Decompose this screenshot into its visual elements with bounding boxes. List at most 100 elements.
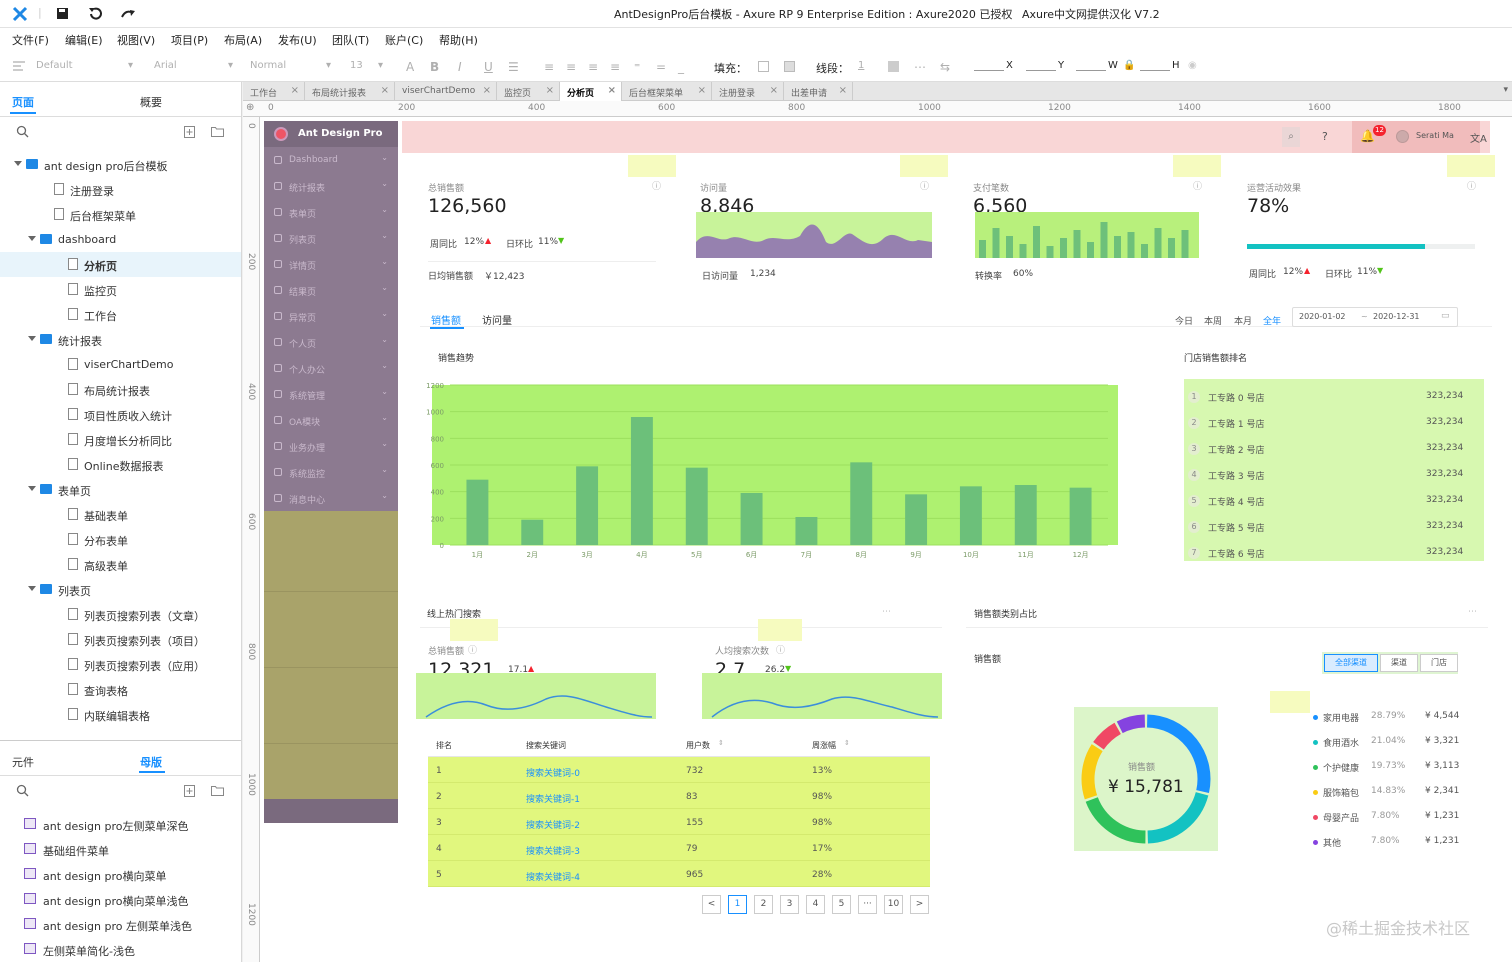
stroke-width-input[interactable]: 1 — [858, 60, 865, 71]
add-folder-icon[interactable] — [211, 126, 224, 137]
tab-outline[interactable]: 概要 — [140, 96, 162, 109]
tree-folder[interactable]: dashboard — [0, 227, 241, 252]
expand-caret-icon[interactable] — [28, 586, 36, 591]
fill-color-swatch[interactable] — [758, 61, 769, 72]
side-menu-item[interactable]: 表单页 ⌄ — [264, 199, 398, 225]
tree-page[interactable]: 列表页搜索列表（项目） — [0, 627, 241, 652]
tree-page[interactable]: 项目性质收入统计 — [0, 402, 241, 427]
side-menu-item[interactable]: Dashboard ⌄ — [264, 147, 398, 173]
valign-bottom-icon[interactable]: _ — [678, 60, 684, 74]
side-menu-item[interactable]: 系统管理 ⌄ — [264, 381, 398, 407]
valign-middle-icon[interactable]: = — [656, 60, 667, 74]
search-icon[interactable] — [16, 784, 29, 797]
tree-page[interactable]: 后台框架菜单 — [0, 202, 241, 227]
weight-select[interactable]: Normal — [250, 60, 287, 71]
menu-view[interactable]: 视图(V) — [117, 34, 156, 47]
close-icon[interactable]: × — [482, 85, 491, 96]
font-select[interactable]: Arial — [154, 60, 177, 71]
tab-sales[interactable]: 销售额 — [431, 316, 461, 327]
h-input[interactable] — [1140, 70, 1170, 71]
italic-icon[interactable]: I — [458, 60, 462, 74]
doc-tab[interactable]: viserChartDemo × — [395, 82, 497, 101]
menu-team[interactable]: 团队(T) — [332, 34, 370, 47]
range-year[interactable]: 全年 — [1263, 317, 1282, 327]
doc-tab[interactable]: 工作台 × — [243, 82, 305, 101]
list-icon[interactable]: ☰ — [508, 60, 519, 74]
page-button[interactable]: 2 — [754, 895, 773, 914]
page-button[interactable]: 5 — [832, 895, 851, 914]
master-item[interactable]: ant design pro 左侧菜单浅色 — [0, 912, 241, 937]
expand-caret-icon[interactable] — [28, 486, 36, 491]
more-icon[interactable]: ⋯ — [882, 607, 891, 617]
close-icon[interactable]: × — [380, 85, 389, 96]
side-menu-item[interactable]: 统计报表 ⌄ — [264, 173, 398, 199]
design-canvas[interactable]: Ant Design Pro Dashboard ⌄ 统计报表 ⌄ 表单页 ⌄ 列表页 ⌄ 详情… — [260, 117, 1512, 962]
stroke-arrow-icon[interactable]: ⇆ — [940, 60, 951, 74]
side-menu-item[interactable]: 个人页 ⌄ — [264, 329, 398, 355]
tree-page[interactable]: 月度增长分析同比 — [0, 427, 241, 452]
menu-file[interactable]: 文件(F) — [12, 34, 49, 47]
side-menu-item[interactable]: 结果页 ⌄ — [264, 277, 398, 303]
menu-account[interactable]: 账户(C) — [385, 34, 424, 47]
page-button[interactable]: 4 — [806, 895, 825, 914]
close-icon[interactable]: × — [607, 85, 616, 96]
bold-icon[interactable]: B — [430, 60, 440, 74]
tree-page[interactable]: viserChartDemo — [0, 352, 241, 377]
tree-page[interactable]: 列表页搜索列表（文章） — [0, 602, 241, 627]
pagination-ellipsis[interactable]: ··· — [858, 895, 877, 914]
tree-folder[interactable]: 列表页 — [0, 577, 241, 602]
undo-icon[interactable] — [88, 7, 102, 20]
side-menu-item[interactable]: 消息中心 ⌄ — [264, 485, 398, 511]
menu-project[interactable]: 项目(P) — [171, 34, 209, 47]
tree-page[interactable]: Online数据报表 — [0, 452, 241, 477]
lock-icon[interactable]: 🔒 — [1123, 60, 1136, 71]
avatar[interactable] — [1396, 130, 1409, 143]
align-justify-icon[interactable]: ≡ — [610, 60, 621, 74]
align-left-icon[interactable]: ≡ — [544, 60, 555, 74]
info-icon[interactable]: ⓘ — [776, 646, 786, 656]
more-icon[interactable]: ⋯ — [1468, 607, 1477, 617]
info-icon[interactable]: ⓘ — [1467, 182, 1477, 192]
tab-masters[interactable]: 母版 — [140, 756, 162, 769]
page-button[interactable]: 10 — [884, 895, 903, 914]
align-center-icon[interactable]: ≡ — [566, 60, 577, 74]
tree-folder[interactable]: 表单页 — [0, 477, 241, 502]
add-page-icon[interactable] — [184, 126, 195, 138]
doc-tab[interactable]: 布局统计报表 × — [305, 82, 395, 101]
font-color-icon[interactable]: A — [406, 60, 415, 74]
sort-icon[interactable]: ⇕ — [844, 739, 850, 747]
valign-top-icon[interactable]: ⁼ — [634, 60, 641, 74]
tree-page[interactable]: 基础表单 — [0, 502, 241, 527]
range-today[interactable]: 今日 — [1175, 317, 1194, 327]
range-month[interactable]: 本月 — [1234, 317, 1253, 327]
save-icon[interactable] — [56, 7, 69, 20]
close-icon[interactable]: × — [838, 85, 847, 96]
date-range-picker[interactable]: 2020-01-02 ~ 2020-12-31 ▭ — [1292, 307, 1458, 327]
master-item[interactable]: 左侧菜单简化-浅色 — [0, 937, 241, 962]
expand-caret-icon[interactable] — [14, 161, 22, 166]
fill-image-swatch[interactable] — [784, 61, 795, 72]
doc-tab[interactable]: 出差申请 × — [784, 82, 853, 101]
master-item[interactable]: 基础组件菜单 — [0, 837, 241, 862]
tree-page[interactable]: 工作台 — [0, 302, 241, 327]
tree-page[interactable]: 分析页 — [0, 252, 241, 277]
info-icon[interactable]: ⓘ — [1193, 182, 1203, 192]
column-header[interactable]: 周涨幅 — [812, 741, 836, 750]
keyword-link[interactable]: 搜索关键词-1 — [526, 795, 580, 805]
column-header[interactable]: 用户数 — [686, 741, 710, 750]
side-menu-item[interactable]: OA模块 ⌄ — [264, 407, 398, 433]
tree-page[interactable]: 监控页 — [0, 277, 241, 302]
side-menu-item[interactable]: 业务办理 ⌄ — [264, 433, 398, 459]
expand-caret-icon[interactable] — [28, 236, 36, 241]
x-input[interactable] — [974, 70, 1004, 71]
menu-help[interactable]: 帮助(H) — [439, 34, 478, 47]
side-menu-item[interactable]: 个人办公 ⌄ — [264, 355, 398, 381]
page-button[interactable]: 3 — [780, 895, 799, 914]
search-icon[interactable]: ⌕ — [1282, 127, 1300, 147]
close-icon[interactable]: × — [290, 85, 299, 96]
redo-icon[interactable] — [120, 8, 136, 19]
stroke-color-swatch[interactable] — [888, 61, 899, 72]
range-week[interactable]: 本周 — [1204, 317, 1223, 327]
underline-icon[interactable]: U — [484, 60, 493, 74]
master-item[interactable]: ant design pro横向菜单浅色 — [0, 887, 241, 912]
